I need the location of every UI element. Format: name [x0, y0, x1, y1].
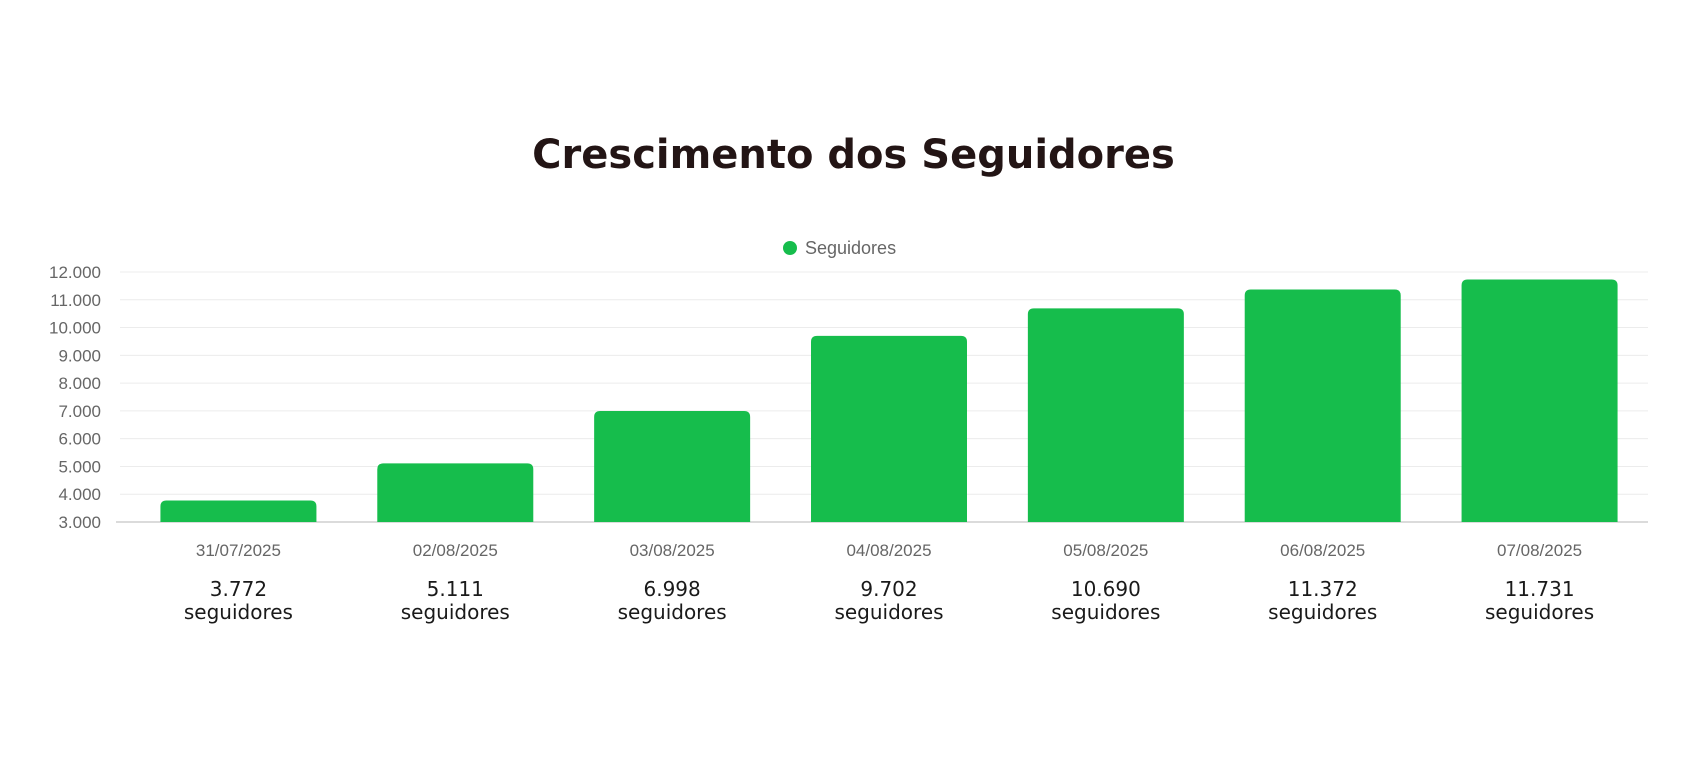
bar-02-08-2025[interactable] — [377, 463, 534, 522]
y-tick-label: 7.000 — [58, 402, 101, 421]
y-tick-label: 9.000 — [58, 346, 101, 365]
bar-unit-label: seguidores — [1485, 600, 1594, 624]
bar-07-08-2025[interactable] — [1461, 279, 1618, 522]
bar-value-label: 11.731 — [1505, 577, 1575, 601]
y-tick-label: 11.000 — [50, 291, 101, 310]
legend-label-seguidores: Seguidores — [805, 238, 896, 258]
bar-unit-label: seguidores — [184, 600, 293, 624]
x-tick-label: 03/08/2025 — [630, 541, 715, 560]
y-tick-label: 12.000 — [49, 263, 101, 282]
y-tick-label: 10.000 — [49, 319, 101, 338]
bar-unit-label: seguidores — [834, 600, 943, 624]
bar-unit-label: seguidores — [1268, 600, 1377, 624]
bar-value-label: 9.702 — [860, 577, 917, 601]
chart-title: Crescimento dos Seguidores — [532, 132, 1175, 178]
x-axis-ticks: 31/07/2025 02/08/2025 03/08/2025 04/08/2025… — [196, 541, 1582, 560]
x-tick-label: 05/08/2025 — [1063, 541, 1148, 560]
bar-value-label: 3.772 — [210, 577, 267, 601]
y-tick-label: 4.000 — [58, 485, 101, 504]
bars — [160, 279, 1618, 522]
x-tick-label: 31/07/2025 — [196, 541, 281, 560]
bar-04-08-2025[interactable] — [811, 335, 967, 522]
y-tick-label: 8.000 — [58, 374, 101, 393]
y-tick-label: 5.000 — [58, 457, 101, 476]
x-tick-label: 06/08/2025 — [1280, 541, 1365, 560]
y-tick-label: 3.000 — [58, 513, 101, 532]
bar-05-08-2025[interactable] — [1027, 308, 1184, 522]
legend-marker — [783, 241, 797, 255]
bar-value-label: 10.690 — [1071, 577, 1141, 601]
bar-unit-label: seguidores — [401, 600, 510, 624]
bar-value-label: 11.372 — [1288, 577, 1358, 601]
bar-unit-label: seguidores — [1051, 600, 1160, 624]
x-tick-label: 04/08/2025 — [846, 541, 931, 560]
x-tick-label: 02/08/2025 — [413, 541, 498, 560]
bar-unit-label: seguidores — [618, 600, 727, 624]
y-tick-label: 6.000 — [58, 430, 101, 449]
bar-value-label: 6.998 — [644, 577, 701, 601]
bar-03-08-2025[interactable] — [594, 410, 751, 522]
value-labels: 3.772seguidores5.111seguidores6.998segui… — [184, 577, 1594, 624]
y-axis-ticks: 3.000 4.000 5.000 6.000 7.000 8.000 9.000 10.00… — [49, 263, 101, 532]
bar-31-07-2025[interactable] — [160, 500, 317, 522]
bar-value-label: 5.111 — [427, 577, 484, 601]
bar-06-08-2025[interactable] — [1244, 289, 1401, 522]
chart-legend[interactable]: Seguidores — [783, 238, 896, 258]
x-tick-label: 07/08/2025 — [1497, 541, 1582, 560]
